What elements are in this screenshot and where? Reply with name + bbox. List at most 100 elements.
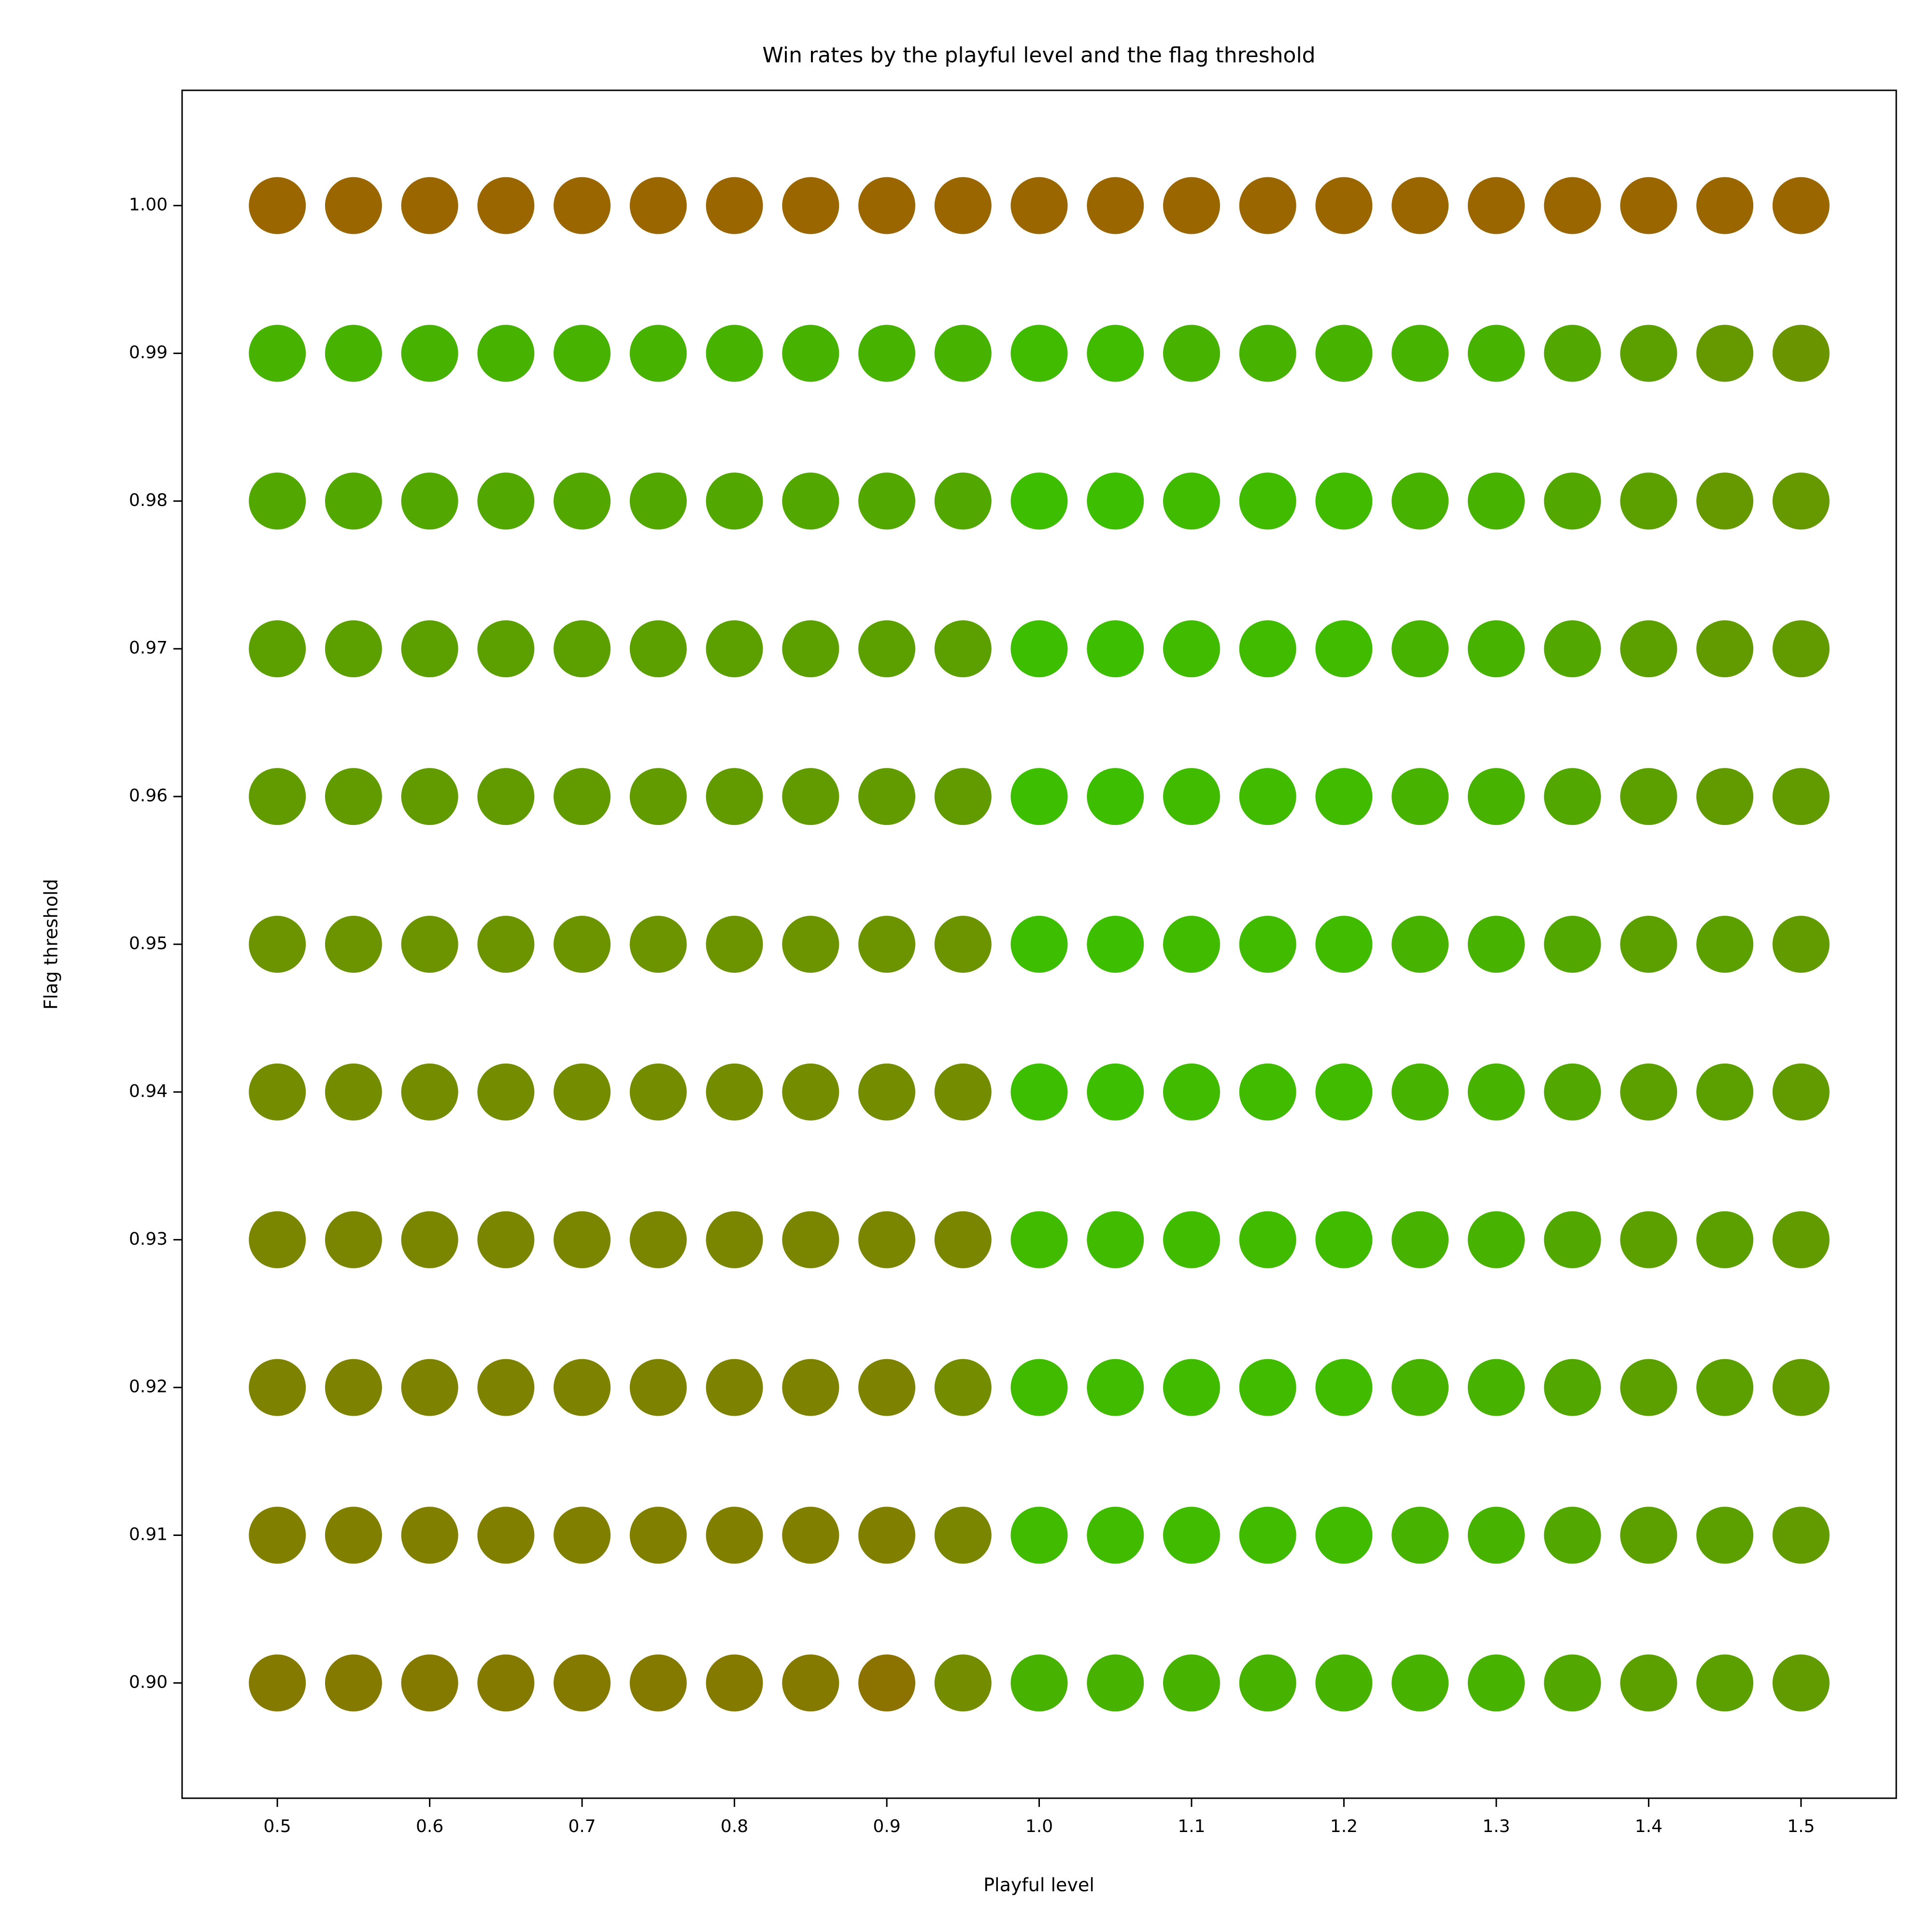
scatter-point	[1696, 1654, 1754, 1712]
scatter-point	[1392, 1063, 1449, 1121]
scatter-point	[249, 325, 306, 382]
x-axis-label: Playful level	[983, 1875, 1094, 1896]
scatter-point	[477, 620, 535, 678]
scatter-point	[782, 1063, 839, 1121]
scatter-point	[325, 1063, 382, 1121]
x-tick-label: 1.3	[1482, 1817, 1510, 1836]
scatter-point	[1772, 1506, 1830, 1564]
y-tick-label: 0.90	[129, 1672, 168, 1692]
scatter-point	[554, 1654, 611, 1712]
x-tick-label: 1.0	[1025, 1817, 1053, 1836]
scatter-point	[1315, 1654, 1373, 1712]
scatter-point	[1696, 916, 1754, 973]
scatter-point	[1696, 1211, 1754, 1268]
scatter-point	[1696, 620, 1754, 678]
scatter-point	[1239, 916, 1296, 973]
scatter-point	[1315, 1506, 1373, 1564]
scatter-point	[1163, 768, 1220, 825]
scatter-point	[249, 1211, 306, 1268]
scatter-point	[858, 472, 916, 530]
scatter-point	[477, 1506, 535, 1564]
scatter-point	[858, 177, 916, 234]
scatter-point	[1239, 768, 1296, 825]
scatter-point	[858, 916, 916, 973]
scatter-point	[325, 1506, 382, 1564]
scatter-point	[325, 768, 382, 825]
scatter-point	[1772, 1211, 1830, 1268]
scatter-point	[1163, 1211, 1220, 1268]
scatter-point	[1087, 177, 1144, 234]
scatter-point	[629, 1211, 687, 1268]
scatter-point	[1544, 1063, 1601, 1121]
scatter-point	[1544, 1654, 1601, 1712]
scatter-point	[1239, 177, 1296, 234]
scatter-point	[934, 916, 992, 973]
scatter-point	[1315, 1359, 1373, 1416]
scatter-point	[1392, 1654, 1449, 1712]
y-tick-label: 0.99	[129, 342, 168, 362]
scatter-point	[1010, 1063, 1068, 1121]
y-tick-label: 0.93	[129, 1229, 168, 1249]
scatter-point	[249, 916, 306, 973]
scatter-point	[1010, 1654, 1068, 1712]
scatter-point	[249, 1654, 306, 1712]
chart-title: Win rates by the playful level and the f…	[762, 43, 1315, 68]
plot-area	[249, 177, 1830, 1712]
x-tick-label: 0.8	[721, 1817, 748, 1836]
scatter-point	[1467, 1063, 1525, 1121]
scatter-point	[1467, 768, 1525, 825]
scatter-point	[1010, 472, 1068, 530]
scatter-point	[249, 768, 306, 825]
y-tick-label: 0.95	[129, 934, 168, 953]
scatter-point	[1010, 1359, 1068, 1416]
scatter-point	[1087, 916, 1144, 973]
scatter-point	[1315, 177, 1373, 234]
y-tick-label: 0.91	[129, 1525, 168, 1545]
scatter-point	[782, 177, 839, 234]
scatter-point	[1239, 1359, 1296, 1416]
scatter-point	[325, 620, 382, 678]
scatter-point	[782, 1654, 839, 1712]
scatter-point	[858, 1211, 916, 1268]
scatter-point	[554, 768, 611, 825]
scatter-point	[401, 768, 458, 825]
scatter-point	[1696, 1359, 1754, 1416]
scatter-point	[477, 768, 535, 825]
scatter-point	[249, 1063, 306, 1121]
scatter-point	[629, 472, 687, 530]
scatter-point	[1620, 1211, 1677, 1268]
scatter-point	[554, 472, 611, 530]
scatter-point	[1544, 472, 1601, 530]
scatter-point	[934, 325, 992, 382]
scatter-point	[1620, 768, 1677, 825]
scatter-point	[1010, 768, 1068, 825]
scatter-point	[706, 1654, 763, 1712]
scatter-point	[477, 325, 535, 382]
scatter-point	[1696, 768, 1754, 825]
scatter-point	[554, 1063, 611, 1121]
scatter-point	[554, 1506, 611, 1564]
scatter-point	[325, 325, 382, 382]
scatter-point	[1239, 1211, 1296, 1268]
y-axis-label: Flag threshold	[41, 879, 62, 1010]
scatter-point	[1010, 1211, 1068, 1268]
scatter-point	[1620, 1654, 1677, 1712]
scatter-point	[1163, 1506, 1220, 1564]
scatter-point	[1544, 177, 1601, 234]
x-tick-label: 1.2	[1330, 1817, 1358, 1836]
y-tick-label: 0.98	[129, 490, 168, 510]
scatter-point	[401, 325, 458, 382]
scatter-point	[706, 1506, 763, 1564]
scatter-point	[1696, 325, 1754, 382]
scatter-point	[1010, 620, 1068, 678]
scatter-point	[1772, 916, 1830, 973]
scatter-point	[1467, 177, 1525, 234]
scatter-point	[1392, 768, 1449, 825]
scatter-point	[706, 177, 763, 234]
scatter-point	[1087, 1063, 1144, 1121]
scatter-point	[706, 1359, 763, 1416]
scatter-point	[1772, 620, 1830, 678]
scatter-point	[401, 1063, 458, 1121]
x-tick-label: 1.5	[1787, 1817, 1815, 1836]
